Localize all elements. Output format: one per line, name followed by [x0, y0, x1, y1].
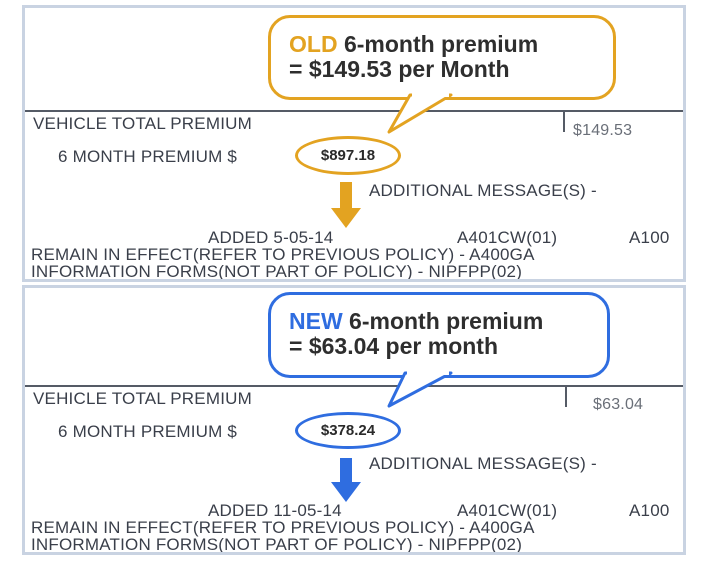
remain-in-effect-line: REMAIN IN EFFECT(REFER TO PREVIOUS POLIC… [31, 245, 535, 264]
column-divider [565, 385, 567, 407]
old-label: OLD [289, 31, 338, 57]
added-date: ADDED 5-05-14 [208, 228, 334, 247]
new-premium-panel: NEW 6-month premium = $63.04 per month V… [22, 285, 686, 555]
six-month-premium-value: $378.24 [295, 412, 401, 449]
six-month-premium-label: 6 MONTH PREMIUM $ [58, 147, 238, 166]
six-month-premium-label: 6 MONTH PREMIUM $ [58, 422, 238, 441]
six-month-premium-value: $897.18 [295, 136, 401, 175]
callout-tail [387, 93, 453, 134]
vehicle-total-premium-label: VEHICLE TOTAL PREMIUM [33, 389, 252, 408]
callout-line-1-text: 6-month premium [337, 31, 539, 57]
callout-line-1-text: 6-month premium [342, 308, 544, 334]
new-label: NEW [289, 308, 343, 334]
vehicle-total-premium-label: VEHICLE TOTAL PREMIUM [33, 114, 252, 133]
vehicle-total-premium-value: $149.53 [573, 122, 633, 139]
old-premium-panel: OLD 6-month premium = $149.53 per Month … [22, 5, 686, 282]
callout-line-2: = $149.53 per Month [289, 56, 510, 82]
added-date: ADDED 11-05-14 [208, 501, 342, 520]
form-code: A401CW(01) [457, 501, 558, 520]
remain-in-effect-line: REMAIN IN EFFECT(REFER TO PREVIOUS POLIC… [31, 518, 535, 537]
callout-line-1: NEW 6-month premium [289, 309, 607, 334]
vehicle-total-premium-value: $63.04 [593, 396, 644, 413]
new-premium-callout: NEW 6-month premium = $63.04 per month [268, 292, 610, 378]
form-code-2: A100 [629, 501, 670, 520]
information-forms-line: INFORMATION FORMS(NOT PART OF POLICY) - … [31, 535, 523, 554]
form-code: A401CW(01) [457, 228, 558, 247]
callout-line-1: OLD 6-month premium [289, 32, 613, 57]
additional-messages-label: ADDITIONAL MESSAGE(S) - [369, 181, 597, 200]
header-rule [25, 110, 683, 112]
information-forms-line: INFORMATION FORMS(NOT PART OF POLICY) - … [31, 262, 523, 281]
callout-tail [387, 371, 453, 408]
callout-line-2: = $63.04 per month [289, 333, 498, 359]
column-divider [563, 110, 565, 132]
form-code-2: A100 [629, 228, 670, 247]
old-premium-callout: OLD 6-month premium = $149.53 per Month [268, 15, 616, 100]
header-rule [25, 385, 683, 387]
arrow-down-icon [331, 182, 361, 228]
arrow-down-icon [331, 458, 361, 502]
additional-messages-label: ADDITIONAL MESSAGE(S) - [369, 454, 597, 473]
